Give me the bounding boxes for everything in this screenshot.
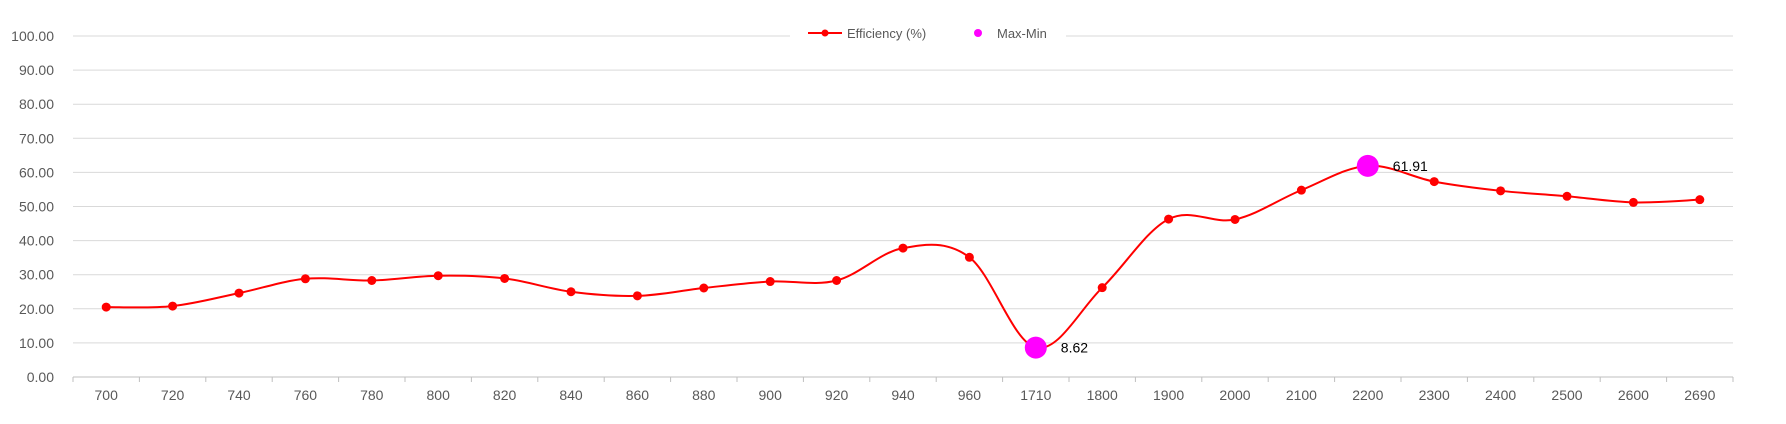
x-tick-label: 2100 bbox=[1286, 387, 1317, 403]
y-axis-labels: 0.00 10.00 20.00 30.00 40.00 50.00 60.00 70.00 8… bbox=[11, 28, 54, 385]
y-tick-label: 80.00 bbox=[19, 96, 54, 112]
x-tick-label: 2000 bbox=[1219, 387, 1250, 403]
x-axis-labels: 700 720 740 760 780 800 820 840 860 880 900 920 940 9… bbox=[95, 387, 1716, 403]
legend: Efficiency (%) Max-Min bbox=[790, 18, 1066, 48]
x-tick-label: 760 bbox=[294, 387, 318, 403]
legend-maxmin-marker-icon bbox=[974, 29, 982, 37]
x-tick-label: 1800 bbox=[1087, 387, 1118, 403]
maxmin-data-label: 61.91 bbox=[1393, 158, 1428, 174]
y-tick-label: 50.00 bbox=[19, 199, 54, 215]
efficiency-point-840 bbox=[566, 287, 576, 297]
x-tick-label: 740 bbox=[227, 387, 251, 403]
efficiency-point-860 bbox=[632, 291, 642, 301]
maxmin-point-2200 bbox=[1356, 154, 1379, 177]
x-tick-label: 920 bbox=[825, 387, 849, 403]
legend-efficiency-marker-icon bbox=[821, 29, 829, 37]
y-tick-label: 60.00 bbox=[19, 164, 54, 180]
efficiency-point-920 bbox=[832, 275, 842, 285]
x-axis bbox=[72, 376, 1734, 382]
efficiency-point-2000 bbox=[1230, 214, 1240, 224]
efficiency-point-760 bbox=[300, 274, 310, 284]
y-tick-label: 20.00 bbox=[19, 301, 54, 317]
x-tick-label: 1710 bbox=[1020, 387, 1051, 403]
x-tick-label: 780 bbox=[360, 387, 384, 403]
efficiency-point-1900 bbox=[1164, 214, 1174, 224]
efficiency-point-940 bbox=[898, 243, 908, 253]
legend-maxmin-label: Max-Min bbox=[997, 26, 1047, 41]
efficiency-point-2400 bbox=[1496, 186, 1506, 196]
efficiency-point-740 bbox=[234, 288, 244, 298]
efficiency-point-960 bbox=[964, 252, 974, 262]
efficiency-point-2300 bbox=[1429, 177, 1439, 187]
legend-efficiency-label: Efficiency (%) bbox=[847, 26, 926, 41]
x-tick-label: 940 bbox=[891, 387, 915, 403]
efficiency-point-2600 bbox=[1628, 197, 1638, 207]
x-tick-label: 720 bbox=[161, 387, 185, 403]
x-tick-label: 2200 bbox=[1352, 387, 1383, 403]
x-tick-label: 840 bbox=[559, 387, 583, 403]
maxmin-point-1710 bbox=[1024, 336, 1047, 359]
y-tick-label: 90.00 bbox=[19, 62, 54, 78]
efficiency-point-900 bbox=[765, 277, 775, 287]
y-tick-label: 0.00 bbox=[27, 369, 54, 385]
efficiency-point-820 bbox=[500, 273, 510, 283]
efficiency-point-880 bbox=[699, 283, 709, 293]
efficiency-series-line bbox=[106, 164, 1700, 349]
y-tick-label: 70.00 bbox=[19, 130, 54, 146]
y-tick-label: 10.00 bbox=[19, 335, 54, 351]
x-tick-label: 900 bbox=[759, 387, 783, 403]
x-tick-label: 2300 bbox=[1419, 387, 1450, 403]
y-tick-label: 100.00 bbox=[11, 28, 54, 44]
efficiency-point-800 bbox=[433, 271, 443, 281]
x-tick-label: 860 bbox=[626, 387, 650, 403]
grid-lines bbox=[73, 35, 1733, 344]
x-tick-label: 960 bbox=[958, 387, 982, 403]
plot-area: 8.62 61.91 bbox=[101, 154, 1705, 359]
efficiency-point-720 bbox=[168, 301, 178, 311]
x-tick-label: 820 bbox=[493, 387, 517, 403]
x-tick-label: 800 bbox=[427, 387, 451, 403]
efficiency-point-1800 bbox=[1097, 283, 1107, 293]
efficiency-point-2500 bbox=[1562, 191, 1572, 201]
x-tick-label: 2400 bbox=[1485, 387, 1516, 403]
x-tick-label: 700 bbox=[95, 387, 119, 403]
x-tick-label: 2500 bbox=[1551, 387, 1582, 403]
maxmin-data-label: 8.62 bbox=[1061, 340, 1088, 356]
x-tick-label: 2600 bbox=[1618, 387, 1649, 403]
y-tick-label: 40.00 bbox=[19, 233, 54, 249]
efficiency-point-2100 bbox=[1296, 185, 1306, 195]
efficiency-point-700 bbox=[101, 302, 111, 312]
y-tick-label: 30.00 bbox=[19, 267, 54, 283]
x-tick-label: 2690 bbox=[1684, 387, 1715, 403]
x-tick-label: 1900 bbox=[1153, 387, 1184, 403]
x-tick-label: 880 bbox=[692, 387, 716, 403]
efficiency-point-2690 bbox=[1695, 195, 1705, 205]
efficiency-point-780 bbox=[367, 275, 377, 285]
